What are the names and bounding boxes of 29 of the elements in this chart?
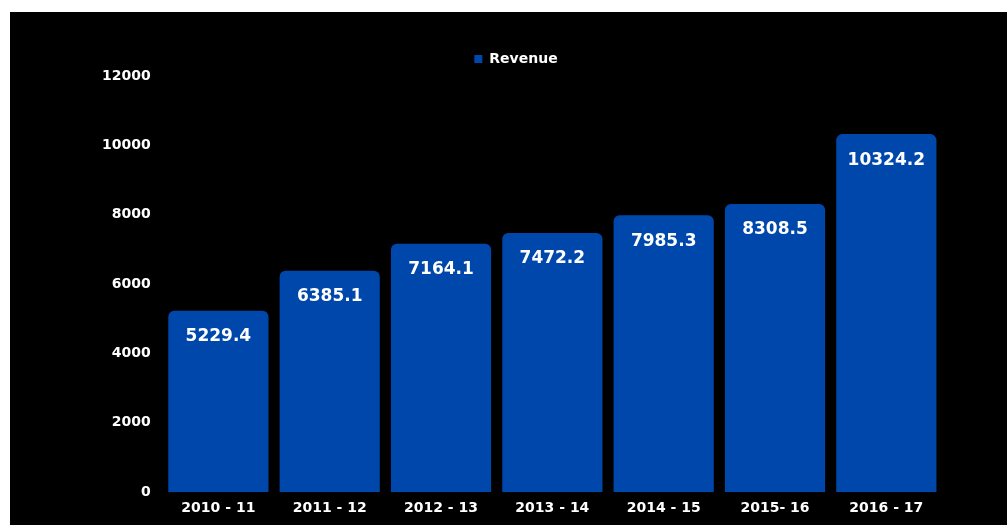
legend-label: Revenue (489, 49, 558, 66)
y-tick-label: 6000 (111, 274, 151, 291)
data-label: 7985.3 (630, 229, 697, 250)
y-tick-label: 8000 (111, 205, 151, 222)
bar (390, 243, 492, 493)
data-label: 7164.1 (408, 258, 474, 279)
bar (279, 270, 380, 493)
data-label: 10324.2 (847, 148, 926, 169)
bar (724, 204, 826, 493)
bar (836, 134, 937, 493)
data-label: 5229.4 (185, 325, 252, 346)
y-tick-label: 10000 (101, 136, 151, 153)
y-tick-label: 12000 (101, 66, 151, 83)
bar (613, 215, 714, 493)
bar (502, 233, 603, 493)
y-tick-label: 2000 (111, 413, 151, 430)
data-label: 7472.2 (519, 247, 586, 268)
y-tick-label: 0 (140, 482, 151, 499)
y-tick-label: 4000 (111, 344, 151, 361)
data-label: 8308.5 (742, 218, 808, 239)
x-tick-label: 2015- 16 (740, 499, 810, 516)
bar (168, 310, 269, 493)
data-label: 6385.1 (296, 285, 363, 306)
x-tick-label: 2012 - 13 (404, 499, 479, 516)
x-tick-label: 2016 - 17 (849, 499, 924, 516)
x-tick-label: 2013 - 14 (515, 499, 590, 516)
x-tick-label: 2011 - 12 (292, 499, 367, 516)
x-tick-label: 2014 - 15 (626, 499, 701, 516)
x-tick-label: 2010 - 11 (181, 499, 256, 516)
